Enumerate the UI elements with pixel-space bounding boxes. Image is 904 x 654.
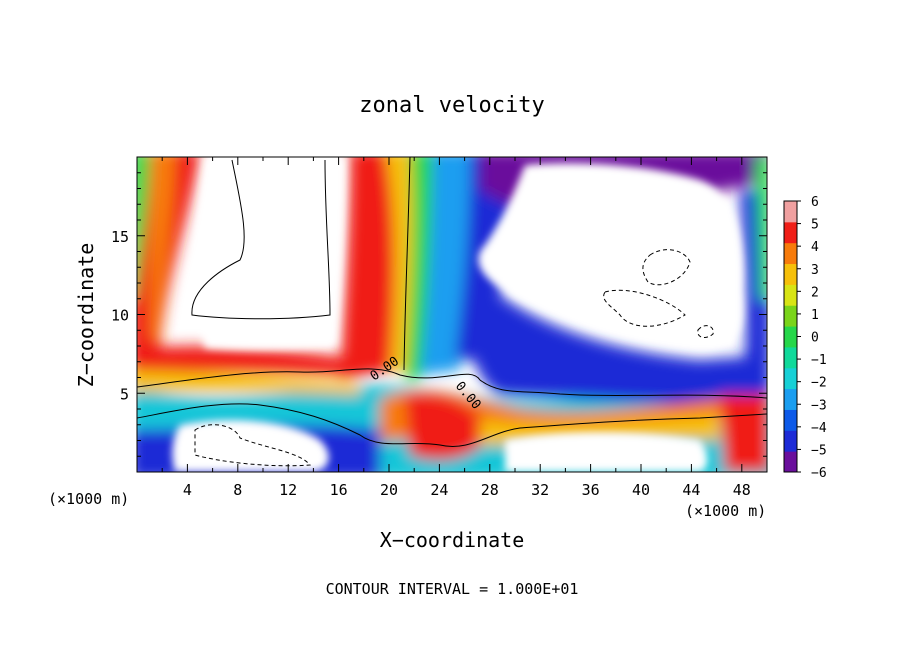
colorbar-segment <box>784 242 797 265</box>
x-tick-label: 8 <box>233 481 242 499</box>
colorbar-tick-label: 0 <box>811 331 819 346</box>
colorbar-tick-label: −1 <box>811 353 827 368</box>
x-tick-label: 36 <box>582 481 600 499</box>
x-tick-label: 16 <box>330 481 348 499</box>
colorbar-tick-label: −6 <box>811 466 827 481</box>
y-unit-label: (×1000 m) <box>48 490 129 508</box>
colorbar-tick-label: 6 <box>811 195 819 210</box>
colorbar-tick-label: 2 <box>811 285 819 300</box>
x-tick-label: 24 <box>430 481 448 499</box>
x-tick-label: 48 <box>733 481 751 499</box>
colorbar-tick-label: −4 <box>811 421 827 436</box>
y-tick-label: 5 <box>120 385 129 403</box>
colorbar-tick-label: 3 <box>811 263 819 278</box>
chart-title: zonal velocity <box>359 93 544 118</box>
colorbar: 6 5 4 3 2 1 0 −1 −2 −3 −4 −5 −6 <box>783 195 827 481</box>
x-tick-label: 28 <box>481 481 499 499</box>
y-tick-label: 15 <box>111 228 129 246</box>
colorbar-tick-label: 1 <box>811 308 819 323</box>
colorbar-tick-label: −5 <box>811 443 827 458</box>
colorbar-tick-label: −3 <box>811 398 827 413</box>
plot-area <box>137 157 767 472</box>
colorbar-segment <box>784 201 797 223</box>
x-tick-label: 12 <box>279 481 297 499</box>
colorbar-segment <box>784 451 797 473</box>
x-tick-label: 40 <box>632 481 650 499</box>
colorbar-segment <box>784 346 797 369</box>
x-tick-label: 44 <box>682 481 700 499</box>
colorbar-segment <box>784 263 797 285</box>
colorbar-tick-label: 5 <box>811 218 819 233</box>
colorbar-segment <box>784 221 797 244</box>
x-axis: 4 8 12 16 20 24 28 32 36 40 44 48 <box>161 157 751 499</box>
colorbar-tick-label: −2 <box>811 376 827 391</box>
x-unit-label: (×1000 m) <box>685 502 766 520</box>
y-tick-label: 10 <box>111 307 129 325</box>
x-tick-label: 32 <box>531 481 549 499</box>
colorbar-segment <box>784 430 797 452</box>
colorbar-segment <box>784 284 797 306</box>
x-axis-label: X−coordinate <box>380 528 525 552</box>
colorbar-segment <box>784 326 797 348</box>
colorbar-segment <box>784 388 797 410</box>
x-tick-label: 4 <box>183 481 192 499</box>
colorbar-tick-label: 4 <box>811 240 819 255</box>
colorbar-segment <box>784 409 797 431</box>
y-axis: 5 10 15 <box>111 172 767 457</box>
colorbar-segment <box>784 367 797 390</box>
y-axis-label: Z−coordinate <box>74 243 98 388</box>
colorbar-segment <box>784 305 797 327</box>
x-tick-label: 20 <box>380 481 398 499</box>
contour-interval-note: CONTOUR INTERVAL = 1.000E+01 <box>326 580 579 598</box>
